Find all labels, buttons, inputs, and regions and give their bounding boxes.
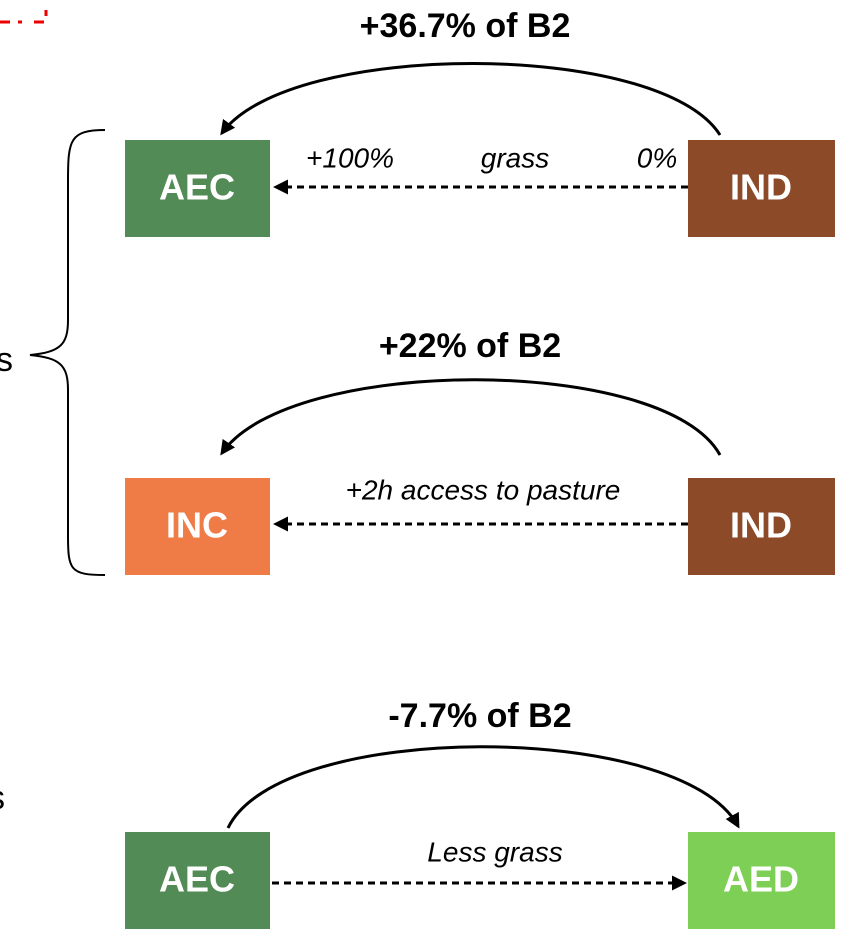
note: 0% — [637, 142, 677, 173]
node-box — [688, 140, 835, 237]
node-label: AEC — [159, 167, 235, 208]
link-title: +36.7% of B2 — [360, 7, 571, 45]
curved-arrow — [226, 745, 740, 829]
node-label: IND — [730, 167, 792, 208]
node-label: AED — [723, 859, 799, 900]
note: +100% — [306, 142, 394, 173]
side-label: s — [0, 779, 5, 817]
brace — [29, 129, 106, 576]
link-title: -7.7% of B2 — [388, 697, 571, 735]
note: +2h access to pasture — [346, 474, 621, 505]
node-box — [125, 140, 270, 237]
curved-arrow — [220, 378, 722, 456]
side-label: s — [0, 341, 13, 379]
node-label: INC — [166, 505, 228, 546]
node-box — [125, 478, 270, 575]
note: Less grass — [427, 836, 562, 867]
node-box — [125, 832, 270, 929]
node-box — [688, 478, 835, 575]
node-label: AEC — [159, 859, 235, 900]
node-label: IND — [730, 505, 792, 546]
red-dashed-frame — [0, 10, 48, 24]
curved-arrow — [220, 62, 722, 136]
node-box — [688, 832, 835, 929]
link-title: +22% of B2 — [379, 327, 561, 365]
note: grass — [481, 142, 549, 173]
